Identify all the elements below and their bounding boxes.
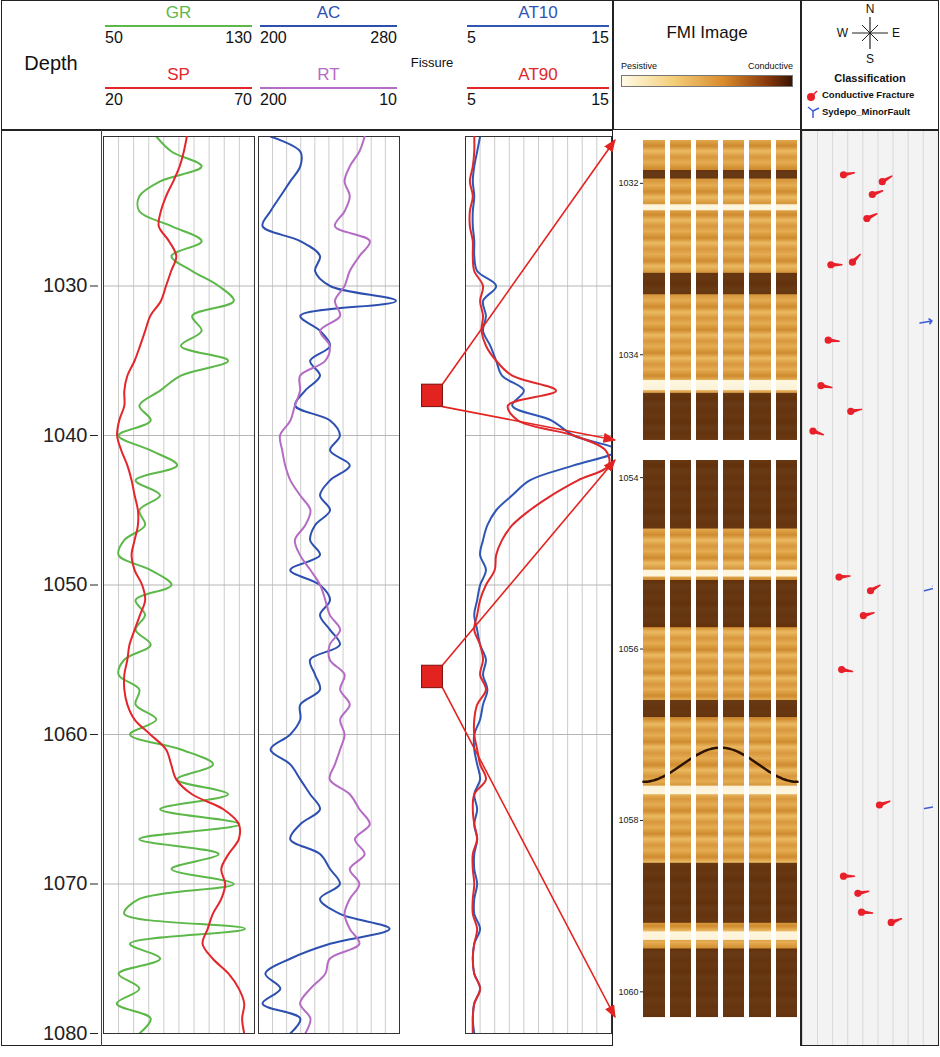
html-text:Pesistive: Pesistive	[621, 61, 657, 71]
html-text:GR: GR	[165, 3, 192, 22]
html-text:200: 200	[260, 91, 287, 108]
html-text:15: 15	[591, 91, 609, 108]
html-text:SP: SP	[167, 65, 190, 84]
svg-text:1060: 1060	[43, 723, 88, 745]
svg-text:W: W	[837, 26, 849, 40]
html-text:RT: RT	[317, 65, 340, 84]
svg-text:1058: 1058	[619, 815, 639, 825]
html-text:20: 20	[105, 91, 123, 108]
svg-text:1032: 1032	[619, 178, 639, 188]
svg-text:E: E	[892, 26, 900, 40]
html-text:10: 10	[379, 91, 397, 108]
html-text:AT90: AT90	[518, 65, 558, 84]
svg-text:1034: 1034	[619, 350, 639, 360]
html-text:70: 70	[234, 91, 252, 108]
svg-text:1050: 1050	[43, 573, 88, 595]
html-text:200: 200	[260, 29, 287, 46]
html-text:AT10: AT10	[518, 3, 558, 22]
html-text:280: 280	[370, 29, 397, 46]
html-text:Depth: Depth	[24, 52, 78, 74]
svg-text:1056: 1056	[619, 644, 639, 654]
html-text:130: 130	[225, 29, 252, 46]
html-text:FMI Image: FMI Image	[666, 23, 748, 42]
svg-text:1060: 1060	[619, 987, 639, 997]
html-text:50: 50	[105, 29, 123, 46]
svg-text:N: N	[866, 2, 875, 16]
html-text:Classification: Classification	[834, 72, 906, 84]
svg-text:S: S	[866, 52, 874, 66]
svg-text:1080: 1080	[43, 1022, 88, 1044]
html-text:5: 5	[467, 91, 476, 108]
html-text:Fissure: Fissure	[410, 55, 454, 70]
html-text:AC: AC	[316, 3, 341, 22]
html-text:15: 15	[591, 29, 609, 46]
html-text:5: 5	[467, 29, 476, 46]
html-text:Sydepo_MinorFault: Sydepo_MinorFault	[822, 106, 911, 117]
html-text:Conductive Fracture: Conductive Fracture	[822, 89, 915, 100]
html-text:Conductive: Conductive	[748, 61, 793, 71]
svg-text:1040: 1040	[43, 424, 88, 446]
svg-text:1030: 1030	[43, 274, 88, 296]
svg-text:1070: 1070	[43, 872, 88, 894]
svg-text:1054: 1054	[619, 472, 639, 482]
